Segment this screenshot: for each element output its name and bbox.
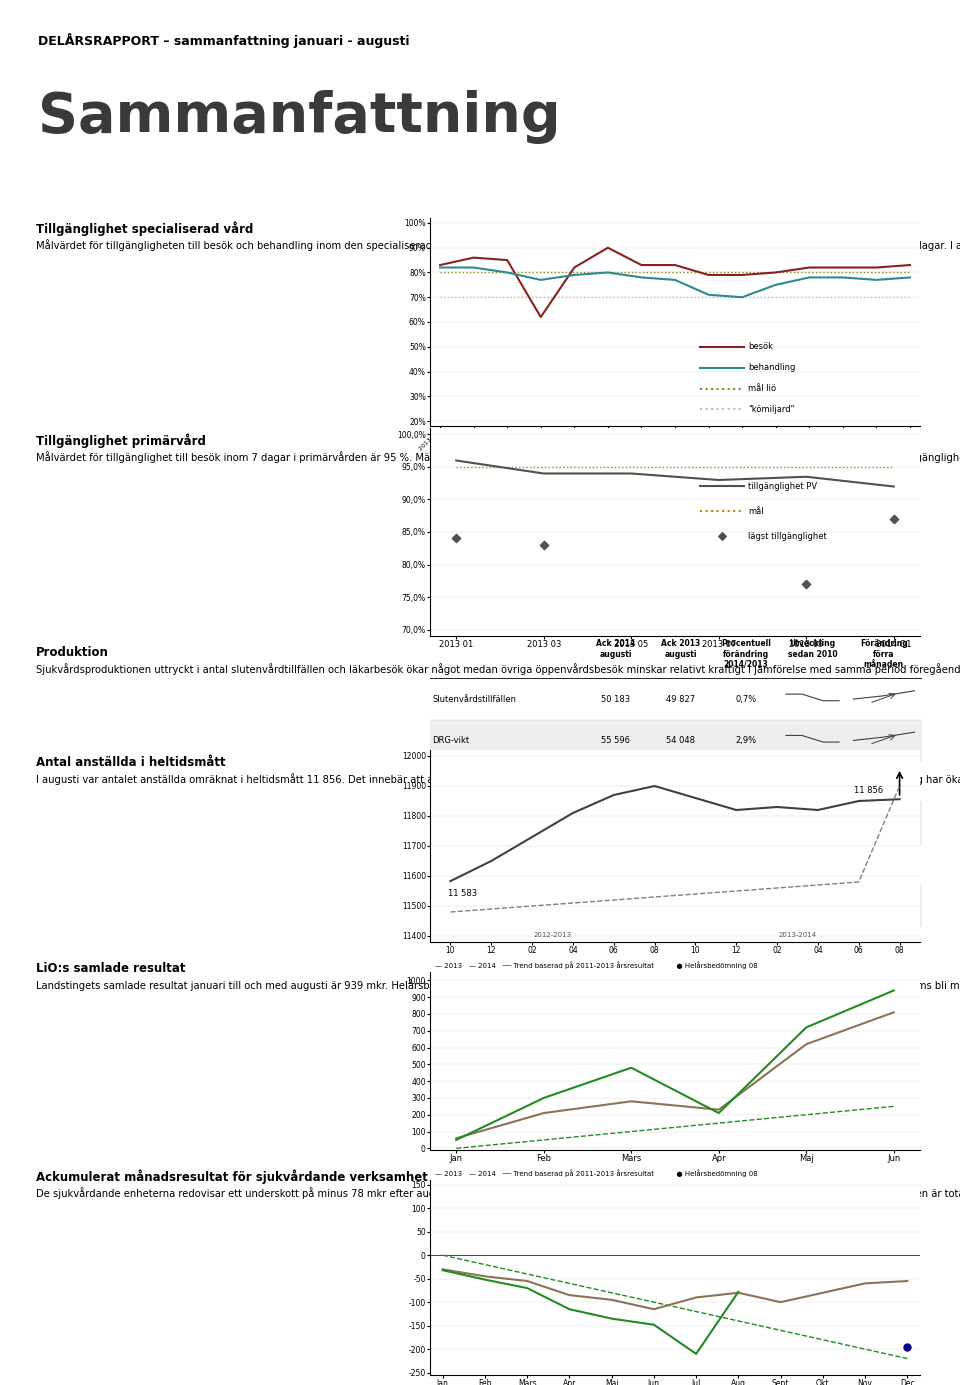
Text: Slutenvårdstillfällen: Slutenvårdstillfällen [432, 694, 516, 704]
Point [536, 535, 551, 557]
Text: Ack 2013
augusti: Ack 2013 augusti [661, 638, 701, 658]
Text: Förändring
förra
månaden: Förändring förra månaden [860, 638, 908, 669]
Text: 54 048: 54 048 [666, 735, 695, 745]
Text: 698 984: 698 984 [663, 860, 698, 868]
Text: 232 744: 232 744 [598, 777, 633, 787]
Text: Ack 2014
augusti: Ack 2014 augusti [596, 638, 636, 658]
Text: 2013-2014: 2013-2014 [779, 932, 817, 939]
Text: Tillgänglighet specialiserad vård: Tillgänglighet specialiserad vård [36, 222, 253, 235]
Text: 2,9%: 2,9% [735, 735, 756, 745]
Text: 50 183: 50 183 [601, 694, 631, 704]
Bar [430, 885, 922, 927]
Point [900, 1337, 915, 1359]
Text: 2012-2013: 2012-2013 [534, 932, 571, 939]
Text: Medborgare: Medborgare [22, 389, 32, 456]
Text: Sammanfattning: Sammanfattning [38, 90, 561, 144]
Text: DELÅRSRAPPORT – sammanfattning januari - augusti: DELÅRSRAPPORT – sammanfattning januari -… [38, 33, 410, 48]
Text: I augusti var antalet anställda omräknat i heltidsmått 11 856. Det innebär att a: I augusti var antalet anställda omräknat… [36, 773, 960, 785]
Text: 1 296 154: 1 296 154 [660, 902, 702, 910]
Text: 4,6: 4,6 [609, 819, 622, 828]
Text: mål liö: mål liö [749, 384, 777, 393]
Text: Medarbetare: Medarbetare [22, 813, 32, 885]
Text: Antal anställda i heltidsmått: Antal anställda i heltidsmått [36, 756, 226, 769]
Text: mål: mål [749, 507, 764, 515]
Text: lägst tillgänglighet: lägst tillgänglighet [749, 532, 828, 540]
Text: Utveckling
sedan 2010: Utveckling sedan 2010 [788, 638, 837, 658]
Text: Tillgänglighet primärvård: Tillgänglighet primärvård [36, 434, 205, 447]
Text: — 2013   — 2014   ┄┄ Trend baserad på 2011-2013 årsresultat          ● Helårsbed: — 2013 — 2014 ┄┄ Trend baserad på 2011-2… [435, 1169, 757, 1177]
Text: 699 928: 699 928 [598, 860, 633, 868]
Text: Ackumulerat månadsresultat för sjukvårdande verksamhet: Ackumulerat månadsresultat för sjukvårda… [36, 1169, 428, 1184]
Bar [430, 802, 922, 843]
Text: 55 596: 55 596 [601, 735, 630, 745]
Text: Process: Process [22, 769, 32, 812]
Text: Procentuell
förändring
2014/2013: Procentuell förändring 2014/2013 [721, 638, 771, 669]
Text: 5,8%: 5,8% [735, 819, 756, 828]
Point [500, 1071, 516, 1093]
Text: Vårdtid (dagar): Vårdtid (dagar) [432, 777, 496, 787]
Text: Läkarbesök: Läkarbesök [432, 860, 481, 868]
Text: Ekonomi: Ekonomi [22, 1134, 32, 1181]
Text: Sjukvårdsproduktionen uttryckt i antal slutenvårdtillfällen och läkarbesök ökar : Sjukvårdsproduktionen uttryckt i antal s… [36, 663, 960, 674]
Text: 0,7%: 0,7% [735, 694, 756, 704]
Point [948, 1028, 960, 1050]
Text: 1 160 744: 1 160 744 [594, 902, 636, 910]
Text: 11 856: 11 856 [854, 785, 883, 795]
Text: Övriga öppenvårdsbesök: Övriga öppenvårdsbesök [432, 900, 538, 911]
Text: 6,6%: 6,6% [735, 777, 756, 787]
Text: 11 583: 11 583 [448, 889, 477, 897]
Text: Landstingets samlade resultat januari till och med augusti är 939 mkr. Helårsbed: Landstingets samlade resultat januari ti… [36, 979, 960, 990]
Point [799, 573, 814, 596]
Text: Målvärdet för tillgänglighet till besök inom 7 dagar i primärvården är 95 %. Mät: Målvärdet för tillgänglighet till besök … [36, 452, 960, 463]
Text: 4,4: 4,4 [674, 819, 687, 828]
Text: DRG-vikt: DRG-vikt [432, 735, 469, 745]
Text: "kömiljard": "kömiljard" [749, 404, 795, 414]
Text: De sjukvårdande enheterna redovisar ett underskott på minus 78 mkr efter augusti: De sjukvårdande enheterna redovisar ett … [36, 1187, 960, 1199]
Text: — 2013   — 2014   ┄┄ Trend baserad på 2011-2013 årsresultat          ● Helårsbed: — 2013 — 2014 ┄┄ Trend baserad på 2011-2… [435, 961, 757, 970]
Text: Medel-vårdtid: Medel-vårdtid [432, 819, 491, 828]
Text: behandling: behandling [749, 363, 796, 373]
Text: 0,1%: 0,1% [735, 860, 756, 868]
Text: Målvärdet för tillgängligheten till besök och behandling inom den specialiserade: Målvärdet för tillgängligheten till besö… [36, 240, 960, 251]
Text: 218 397: 218 397 [663, 777, 698, 787]
Text: LiO:s samlade resultat: LiO:s samlade resultat [36, 963, 185, 975]
Bar [430, 720, 922, 762]
Text: tillgänglighet PV: tillgänglighet PV [749, 482, 818, 490]
Text: 49 827: 49 827 [666, 694, 695, 704]
Text: -10,4%: -10,4% [732, 902, 760, 910]
Point [886, 508, 901, 530]
Text: besök: besök [749, 342, 774, 352]
Point [448, 528, 464, 550]
Text: Produktion: Produktion [36, 645, 108, 659]
